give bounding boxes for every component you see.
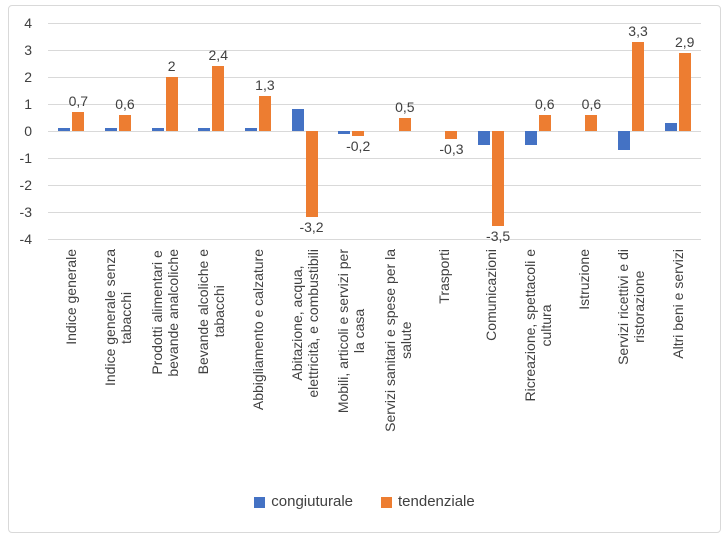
value-label: 0,6 [115, 95, 135, 112]
x-category-cell: Servizi ricettivi e di ristorazione [608, 249, 655, 484]
x-category-cell: Istruzione [561, 249, 608, 484]
category-label: Abitazione, acqua, elettricità, e combus… [288, 249, 321, 398]
bar-tendenziale [445, 131, 458, 140]
bar-tendenziale [632, 41, 645, 131]
category-label: Prodotti alimentari e bevande analcolich… [148, 249, 181, 377]
bar-congiuturale [478, 131, 491, 145]
bar-tendenziale [398, 117, 411, 131]
value-label: 0,5 [395, 98, 415, 115]
x-category-cell: Bevande alcoliche e tabacchi [188, 249, 235, 484]
gridline--2 [48, 185, 701, 186]
bar-tendenziale [678, 52, 691, 131]
bar-tendenziale [212, 66, 225, 131]
gridline-4 [48, 23, 701, 24]
category-label: Ricreazione, spettacoli e cultura [521, 249, 554, 402]
x-category-cell: Indice generale [48, 249, 95, 484]
x-category-cell: Trasporti [421, 249, 468, 484]
gridline-0 [48, 131, 701, 132]
gridline--3 [48, 212, 701, 213]
y-tick-label: -3 [19, 204, 32, 220]
y-axis: 4 3 2 1 0 -1 -2 -3 -4 [9, 15, 48, 247]
bar-tendenziale [538, 114, 551, 131]
value-label: 2,4 [208, 47, 228, 64]
category-label: Istruzione [576, 249, 593, 310]
gridline--4 [48, 239, 701, 240]
x-category-cell: Mobili, articoli e servizi per la casa [328, 249, 375, 484]
bar-congiuturale [104, 128, 117, 131]
legend-label-tendenziale: tendenziale [398, 493, 475, 510]
x-category-cell: Abitazione, acqua, elettricità, e combus… [281, 249, 328, 484]
y-tick-label: 3 [24, 42, 32, 58]
x-category-cell: Indice generale senza tabacchi [95, 249, 142, 484]
x-category-cell: Servizi sanitari e spese per la salute [374, 249, 421, 484]
gridline-3 [48, 50, 701, 51]
bar-tendenziale [258, 95, 271, 131]
x-axis: Indice generale Indice generale senza tab… [48, 249, 701, 484]
bar-congiuturale [338, 131, 351, 134]
y-tick-label: 2 [24, 69, 32, 85]
category-label: Indice generale senza tabacchi [101, 249, 134, 386]
bar-congiuturale [291, 109, 304, 131]
chart-frame: 4 3 2 1 0 -1 -2 -3 -4 0,7 0,6 2 2,4 1,3 -3,2 -0,2 0,5 -0… [8, 5, 721, 533]
x-category-cell: Ricreazione, spettacoli e cultura [514, 249, 561, 484]
legend: congiuturale tendenziale [9, 493, 720, 511]
legend-item-tendenziale: tendenziale [381, 493, 475, 511]
bar-congiuturale [618, 131, 631, 150]
value-label: 2 [167, 58, 176, 74]
bar-congiuturale [664, 122, 677, 131]
value-label: 0,6 [535, 95, 555, 112]
legend-swatch-tendenziale [381, 496, 392, 508]
value-label: 2,9 [674, 33, 695, 50]
legend-label-congiunturale: congiuturale [271, 493, 353, 510]
x-category-cell: Abbigliamento e calzature [235, 249, 282, 484]
x-category-cell: Comunicazioni [468, 249, 515, 484]
value-label: -3,5 [486, 227, 511, 244]
y-tick-label: 4 [24, 15, 32, 31]
category-label: Servizi ricettivi e di ristorazione [615, 249, 647, 365]
category-label: Comunicazioni [483, 249, 500, 341]
bar-congiuturale [198, 128, 211, 131]
y-tick-label: -2 [19, 177, 32, 193]
bar-congiuturale [244, 128, 257, 131]
legend-item-congiunturale: congiuturale [254, 493, 353, 511]
value-label: 0,7 [68, 93, 89, 110]
y-tick-label: -1 [19, 150, 32, 166]
gridline-2 [48, 77, 701, 78]
bar-congiuturale [58, 128, 71, 131]
category-label: Indice generale [63, 249, 80, 345]
gridline-1 [48, 104, 701, 105]
bar-tendenziale [165, 77, 178, 131]
bar-tendenziale [585, 114, 598, 131]
gridline--1 [48, 158, 701, 159]
value-label: -0,3 [439, 141, 464, 158]
value-label: 1,3 [255, 76, 275, 93]
value-label: 0,6 [581, 95, 602, 112]
bar-congiuturale [151, 128, 164, 131]
x-category-cell: Prodotti alimentari e bevande analcolich… [141, 249, 188, 484]
y-tick-label: -4 [19, 231, 32, 247]
value-label: 3,3 [628, 22, 648, 39]
y-tick-label: 1 [24, 96, 32, 112]
value-label: -0,2 [346, 138, 371, 155]
bar-tendenziale [72, 112, 85, 131]
category-label: Servizi sanitari e spese per la salute [381, 249, 414, 432]
value-label: -3,2 [299, 219, 324, 236]
plot-area: 0,7 0,6 2 2,4 1,3 -3,2 -0,2 0,5 -0,3 -3,5 0,6 0,6 3,… [48, 22, 701, 244]
bar-tendenziale [305, 131, 318, 218]
category-label: Abbigliamento e calzature [249, 249, 266, 411]
bar-congiuturale [524, 131, 537, 145]
category-label: Altri beni e servizi [669, 249, 686, 359]
bar-tendenziale [492, 131, 505, 226]
category-label: Mobili, articoli e servizi per la casa [335, 249, 368, 414]
category-label: Trasporti [436, 249, 453, 304]
bar-tendenziale [118, 114, 131, 131]
y-tick-label: 0 [24, 123, 32, 139]
legend-swatch-congiunturale [254, 496, 266, 508]
bar-tendenziale [352, 131, 365, 137]
x-category-cell: Altri beni e servizi [654, 249, 701, 484]
category-label: Bevande alcoliche e tabacchi [195, 249, 228, 375]
